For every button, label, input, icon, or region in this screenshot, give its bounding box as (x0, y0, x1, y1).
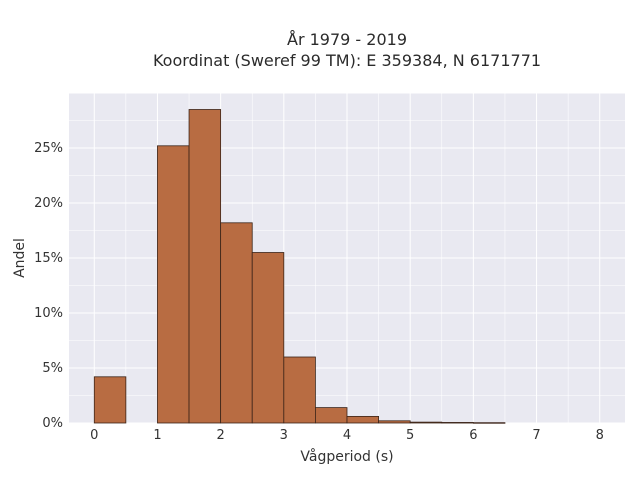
y-tick-label: 20% (34, 196, 63, 211)
y-tick-label: 10% (34, 306, 63, 321)
x-tick-label: 6 (469, 428, 477, 443)
x-tick-label: 4 (343, 428, 351, 443)
x-tick-label: 1 (153, 428, 161, 443)
x-tick-label: 0 (90, 428, 98, 443)
y-tick-label: 5% (42, 361, 63, 376)
histogram-bar (441, 422, 474, 424)
histogram-bar (409, 421, 443, 424)
histogram-bar (346, 415, 379, 424)
chart-title-line1: År 1979 - 2019 (287, 30, 407, 49)
histogram-bar (251, 252, 285, 424)
histogram-bar (157, 145, 190, 424)
x-axis-ticks: 0 1 2 3 4 5 6 7 8 (90, 428, 604, 443)
x-tick-label: 5 (406, 428, 414, 443)
x-tick-label: 2 (216, 428, 224, 443)
histogram-bar (315, 407, 348, 424)
y-axis-ticks: 0% 5% 10% 15% 20% 25% (34, 141, 63, 431)
y-tick-label: 0% (42, 416, 63, 431)
bars (93, 109, 506, 424)
histogram-bar (93, 376, 127, 424)
y-tick-label: 15% (34, 251, 63, 266)
x-axis-label: Vågperiod (s) (300, 448, 393, 465)
x-tick-label: 3 (280, 428, 288, 443)
x-tick-label: 7 (532, 428, 540, 443)
histogram-bar (220, 222, 253, 424)
x-tick-label: 8 (596, 428, 604, 443)
y-tick-label: 25% (34, 141, 63, 156)
y-axis-label: Andel (12, 238, 28, 278)
chart-title-line2: Koordinat (Sweref 99 TM): E 359384, N 61… (153, 51, 541, 70)
histogram-bar (283, 356, 316, 424)
histogram-bar (378, 420, 411, 424)
histogram-bar (188, 109, 222, 424)
histogram-bar (472, 422, 506, 424)
